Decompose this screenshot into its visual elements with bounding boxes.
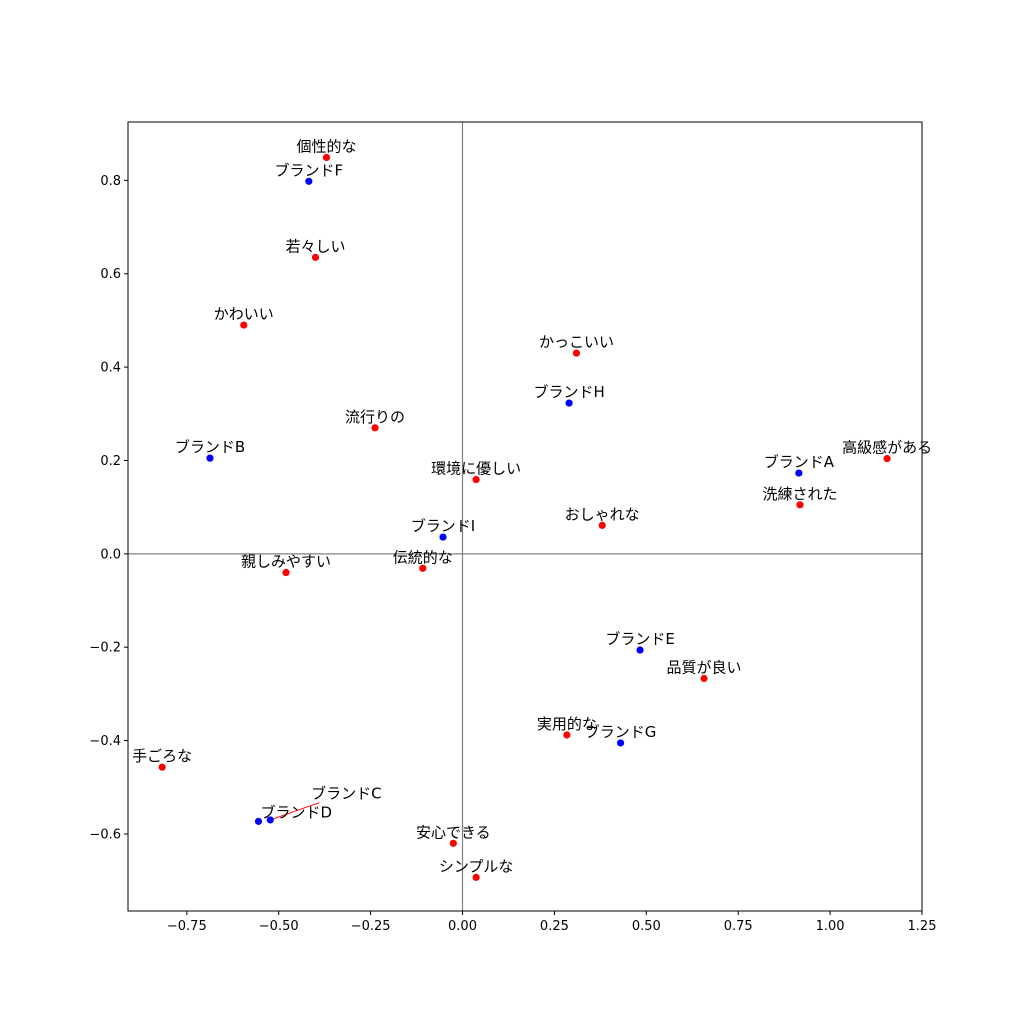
attributes-point — [472, 476, 480, 484]
x-tick-label: 1.00 — [816, 919, 845, 934]
brands-label: ブランドB — [175, 438, 245, 456]
brands-point — [616, 739, 625, 747]
y-tick-label: 0.0 — [100, 547, 121, 562]
y-tick-label: 0.2 — [100, 454, 121, 469]
brands-point — [636, 646, 644, 654]
brands-label: ブランドF — [275, 161, 344, 179]
attributes-label: 高級感がある — [842, 439, 932, 457]
x-tick-label: −0.50 — [259, 919, 299, 934]
attributes-label: 手ごろな — [132, 747, 192, 765]
brands-point — [305, 177, 313, 185]
data-points — [158, 153, 891, 881]
x-tick-label: 0.00 — [448, 919, 477, 934]
brands-point — [439, 533, 447, 541]
attributes-point — [598, 521, 606, 529]
brands-point — [565, 399, 573, 407]
x-axis-ticks: −0.75 −0.50 −0.25 0.00 0.25 0.50 0.75 1.00 1.25 — [167, 911, 937, 934]
attributes-label: 洗練された — [762, 485, 837, 503]
attributes-label: おしゃれな — [565, 505, 640, 523]
brands-point — [206, 454, 214, 462]
attributes-point — [700, 674, 708, 683]
brands-label: ブランドC — [311, 785, 381, 803]
attributes-label: 親しみやすい — [241, 553, 331, 571]
y-tick-label: 0.6 — [100, 267, 121, 282]
brands-label: ブランドI — [411, 517, 475, 535]
y-tick-label: −0.6 — [89, 827, 121, 842]
attributes-point — [322, 153, 331, 162]
attributes-point — [158, 763, 166, 771]
y-tick-label: −0.2 — [89, 641, 121, 656]
x-tick-label: 1.25 — [908, 919, 937, 934]
brands-point — [795, 469, 803, 477]
x-tick-label: −0.25 — [351, 919, 391, 934]
attributes-point — [563, 731, 571, 739]
plot-frame — [127, 121, 923, 912]
brands-label: ブランドE — [605, 630, 674, 648]
y-tick-label: 0.4 — [100, 361, 121, 376]
attributes-label: 伝統的な — [393, 548, 453, 566]
attributes-point — [240, 321, 248, 329]
reference-lines — [128, 122, 922, 911]
attributes-point — [572, 349, 581, 357]
attributes-label: かわいい — [214, 305, 274, 323]
brands-label: ブランドG — [585, 723, 657, 741]
y-axis-ticks: −0.6 −0.4 −0.2 0.0 0.2 0.4 0.6 0.8 — [89, 174, 128, 842]
attributes-label: 流行りの — [345, 408, 405, 426]
attributes-point — [419, 564, 427, 572]
x-tick-label: −0.75 — [167, 919, 207, 934]
attributes-label: 実用的な — [537, 715, 597, 733]
x-tick-label: 0.50 — [632, 919, 661, 934]
label-connectors — [270, 802, 320, 821]
attributes-label: 環境に優しい — [431, 460, 521, 478]
brands-point — [266, 816, 274, 824]
attributes-point — [449, 839, 457, 847]
attributes-point — [311, 253, 320, 261]
attributes-point — [472, 873, 480, 881]
attributes-label: シンプルな — [439, 857, 514, 875]
attributes-label: 個性的な — [296, 137, 356, 155]
attributes-label: 品質が良い — [667, 659, 742, 677]
attributes-label: 安心できる — [416, 823, 491, 841]
brands-point — [254, 817, 263, 825]
brands-label: ブランドD — [260, 803, 332, 821]
x-tick-label: 0.75 — [724, 919, 753, 934]
brands-label: ブランドH — [533, 383, 604, 401]
attributes-point — [883, 455, 891, 463]
y-tick-label: −0.4 — [89, 734, 121, 749]
attributes-point — [371, 424, 379, 432]
brands-label: ブランドA — [764, 453, 835, 471]
x-tick-label: 0.25 — [540, 919, 569, 934]
connector-line — [270, 802, 320, 821]
attributes-label: 若々しい — [285, 237, 345, 255]
attributes-label: かっこいい — [539, 333, 614, 351]
attributes-point — [282, 568, 290, 577]
y-tick-label: 0.8 — [100, 174, 121, 189]
attributes-point — [796, 501, 804, 509]
